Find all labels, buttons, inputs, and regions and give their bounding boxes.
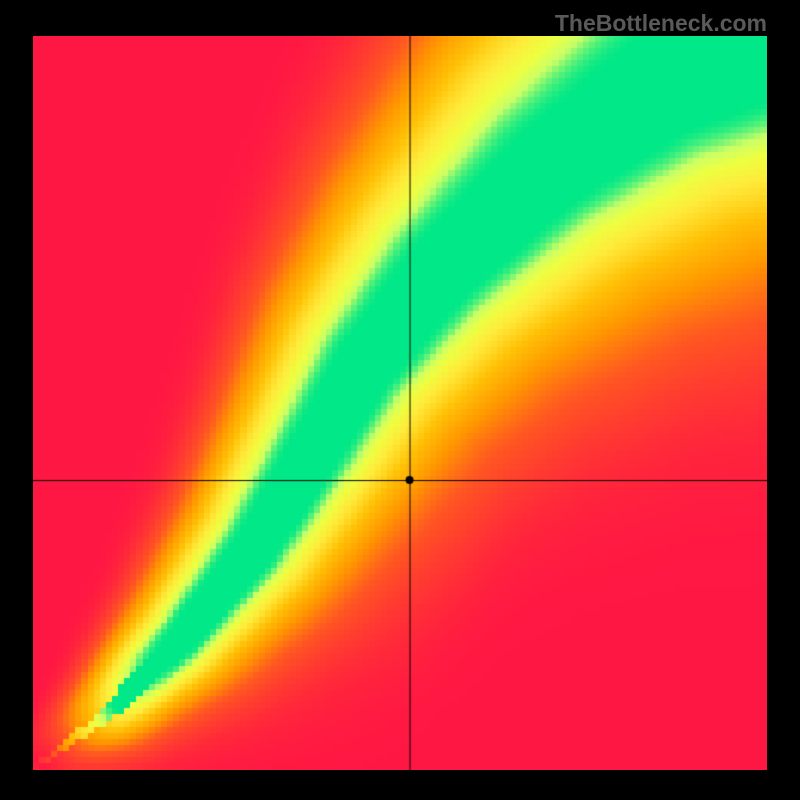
bottleneck-heatmap xyxy=(33,36,767,770)
watermark-text: TheBottleneck.com xyxy=(555,10,767,37)
chart-container: TheBottleneck.com xyxy=(0,0,800,800)
